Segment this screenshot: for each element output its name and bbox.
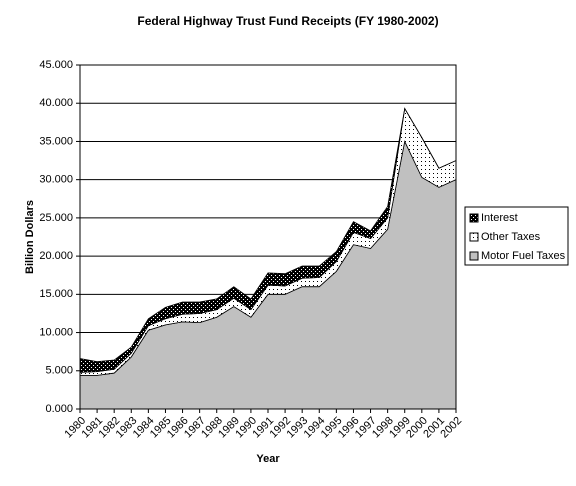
area bbox=[79, 107, 457, 373]
y-tick-label: 35.000 bbox=[39, 135, 73, 147]
chart-title: Federal Highway Trust Fund Receipts (FY … bbox=[137, 14, 438, 28]
y-tick-label: 20.000 bbox=[39, 250, 73, 262]
legend-label: Interest bbox=[481, 212, 518, 224]
legend-label: Motor Fuel Taxes bbox=[481, 250, 566, 262]
y-tick-label: 15.000 bbox=[39, 288, 73, 300]
y-tick-label: 10.000 bbox=[39, 326, 73, 338]
y-tick-label: 25.000 bbox=[39, 212, 73, 224]
legend-box bbox=[464, 206, 569, 266]
y-axis-label: Billion Dollars bbox=[24, 200, 36, 274]
legend-swatch bbox=[469, 213, 479, 223]
y-tick-label: 40.000 bbox=[39, 97, 73, 109]
y-tick-label: 5.000 bbox=[45, 365, 73, 377]
legend-swatch bbox=[469, 232, 479, 242]
x-axis-label: Year bbox=[256, 453, 280, 465]
legend-label: Other Taxes bbox=[481, 231, 541, 243]
y-tick-label: 30.000 bbox=[39, 174, 73, 186]
legend-swatch bbox=[469, 251, 479, 261]
y-tick-label: 45.000 bbox=[39, 59, 73, 71]
y-tick-label: 0.000 bbox=[45, 403, 73, 415]
